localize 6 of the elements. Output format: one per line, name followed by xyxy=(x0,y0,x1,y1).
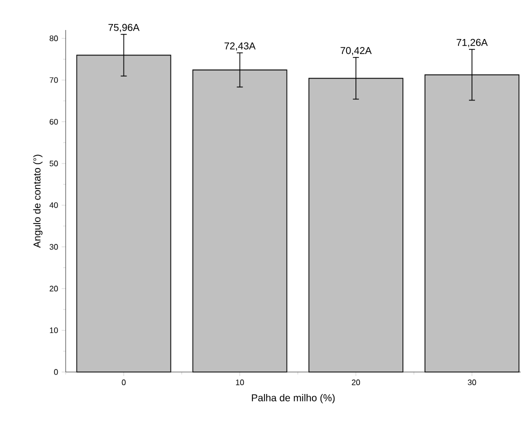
y-axis-title: Angulo de contato (°) xyxy=(33,154,42,248)
data-label: 72,43A xyxy=(224,42,256,51)
data-label: 70,42A xyxy=(340,47,372,56)
data-label: 71,26A xyxy=(456,38,488,48)
data-label: 75,96A xyxy=(108,24,140,32)
x-axis-title: Palha de milho (%) xyxy=(252,394,335,404)
